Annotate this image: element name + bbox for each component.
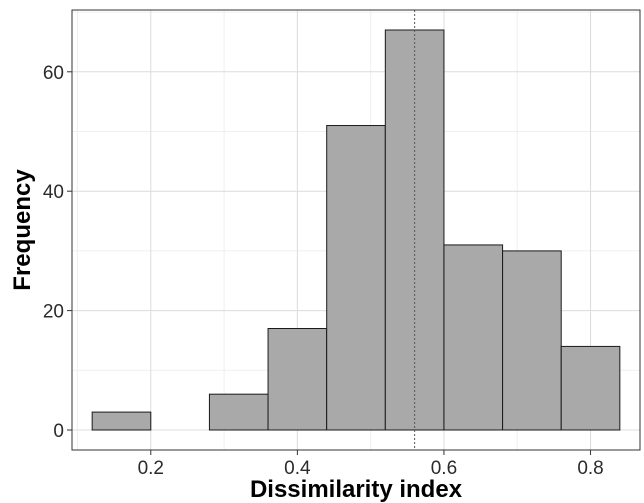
y-tick-label: 20 [43,302,64,323]
y-axis-title: Frequency [9,169,36,291]
histogram-bar [560,345,621,431]
x-tick-label: 0.2 [138,458,164,479]
x-axis-title: Dissimilarity index [250,476,463,503]
histogram-bar [91,411,152,431]
histogram-bar [267,328,328,431]
histogram-bar [326,125,386,431]
x-axis-ticks: 0.2 0.4 0.6 0.8 [138,450,604,479]
x-tick-label: 0.6 [431,458,457,479]
x-tick-label: 0.4 [284,458,311,479]
histogram-bar [443,244,504,431]
panel-border [71,9,641,451]
y-axis-ticks: 0 20 40 60 [43,63,72,442]
y-tick-label: 0 [53,421,64,442]
histogram-bar [502,250,562,431]
y-tick-label: 60 [43,63,64,84]
x-tick-label: 0.8 [577,458,603,479]
histogram-bar [208,393,269,431]
y-tick-label: 40 [43,182,64,203]
